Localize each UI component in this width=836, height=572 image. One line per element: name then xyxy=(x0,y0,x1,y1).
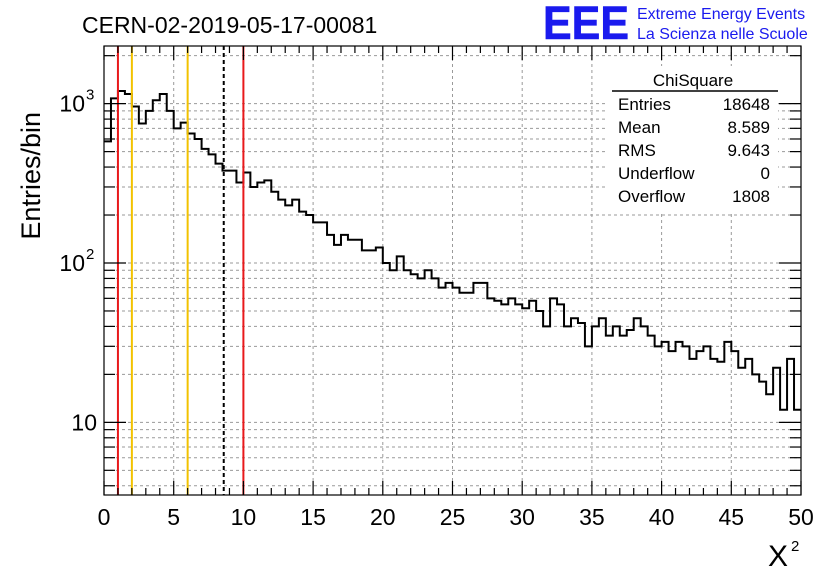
histogram-outline xyxy=(104,90,801,411)
y-tick-label-exponent: 3 xyxy=(86,87,94,104)
stats-box: ChiSquare Entries 18648 Mean 8.589 RMS 9… xyxy=(608,66,778,214)
stats-value-rms: 9.643 xyxy=(727,141,770,160)
logo-mark: EEE xyxy=(543,0,629,49)
y-tick-label: 10 2 xyxy=(59,246,94,276)
stats-label-mean: Mean xyxy=(618,118,661,137)
y-tick-label-base: 10 xyxy=(71,409,97,435)
eee-logo: EEE Extreme Energy Events La Scienza nel… xyxy=(543,0,808,49)
stats-label-overflow: Overflow xyxy=(618,187,686,206)
histogram-layer xyxy=(104,90,801,411)
y-tick-label-exponent: 2 xyxy=(86,246,94,263)
y-axis-label: Entries/bin xyxy=(16,112,46,240)
x-tick-label: 0 xyxy=(98,504,111,530)
stats-label-underflow: Underflow xyxy=(618,164,695,183)
stats-value-overflow: 1808 xyxy=(732,187,770,206)
x-tick-label: 15 xyxy=(300,504,326,530)
x-tick-label: 5 xyxy=(167,504,180,530)
y-tick-label: 10 xyxy=(71,409,97,435)
stats-value-entries: 18648 xyxy=(723,95,770,114)
vertical-lines-layer xyxy=(116,46,245,495)
stats-value-underflow: 0 xyxy=(761,164,770,183)
y-tick-label-base: 10 xyxy=(59,91,85,117)
logo-line-2: La Scienza nelle Scuole xyxy=(637,26,808,43)
stats-title: ChiSquare xyxy=(653,71,733,90)
x-axis-label: X 2 xyxy=(768,538,799,572)
stats-value-mean: 8.589 xyxy=(727,118,770,137)
x-tick-label: 50 xyxy=(788,504,814,530)
x-tick-label: 25 xyxy=(440,504,466,530)
chart-title: CERN-02-2019-05-17-00081 xyxy=(82,12,377,38)
logo-line-1: Extreme Energy Events xyxy=(637,6,805,23)
x-tick-label: 40 xyxy=(649,504,675,530)
stats-label-rms: RMS xyxy=(618,141,656,160)
x-axis-label-text: X xyxy=(768,540,788,572)
x-tick-label: 45 xyxy=(719,504,745,530)
stats-label-entries: Entries xyxy=(618,95,671,114)
x-tick-label: 30 xyxy=(509,504,535,530)
x-axis-label-superscript: 2 xyxy=(791,538,799,555)
y-tick-label-base: 10 xyxy=(59,250,85,276)
y-tick-label: 10 3 xyxy=(59,87,94,117)
x-tick-label: 10 xyxy=(231,504,257,530)
x-tick-label: 35 xyxy=(579,504,605,530)
x-tick-label: 20 xyxy=(370,504,396,530)
